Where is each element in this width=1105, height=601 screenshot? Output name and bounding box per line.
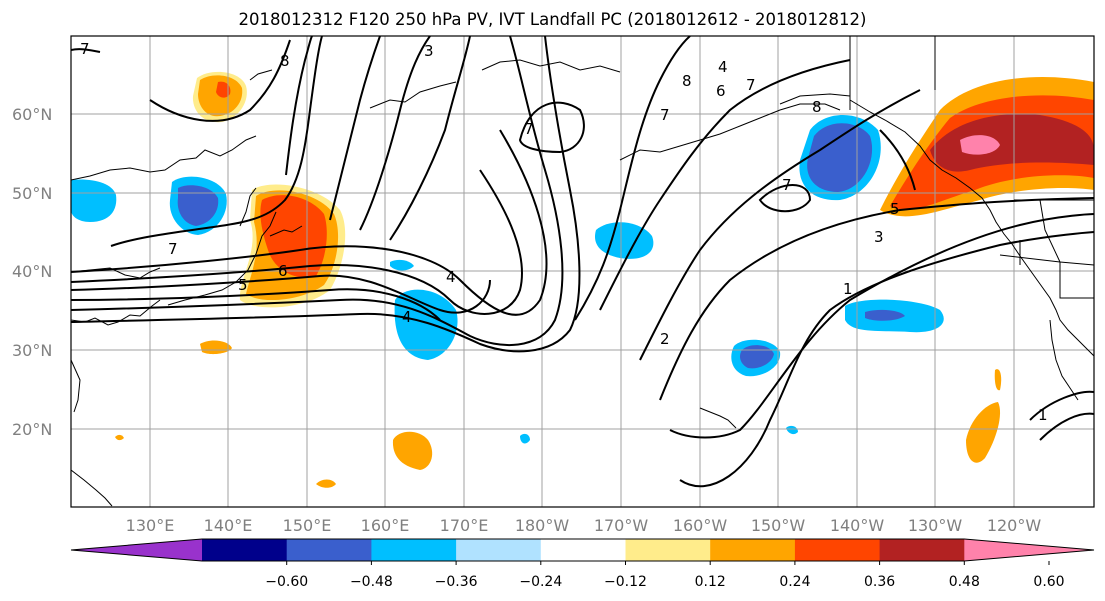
- lon-label: 130°W: [908, 516, 963, 535]
- contour-label: 4: [402, 308, 412, 326]
- lon-label: 130°E: [126, 516, 175, 535]
- lon-label: 180°W: [515, 516, 570, 535]
- contour-label: 5: [890, 200, 900, 218]
- colorbar-tick-label: −0.60: [265, 574, 308, 590]
- colorbar-tick-label: 0.12: [695, 574, 726, 590]
- contour-label: 6: [278, 262, 288, 280]
- contour-label: 6: [716, 82, 726, 100]
- lon-label: 160°E: [361, 516, 410, 535]
- colorbar-segment: [202, 539, 288, 561]
- colorbar: −0.60 −0.48 −0.36 −0.24 −0.12 0.12 0.24 0.36 0.4…: [70, 538, 1095, 590]
- contour-label: 1: [1038, 406, 1048, 424]
- pv-contours: [71, 36, 1094, 488]
- lon-label: 120°W: [987, 516, 1042, 535]
- colorbar-tick-label: −0.12: [604, 574, 647, 590]
- colorbar-tick-label: 0.48: [949, 574, 980, 590]
- colorbar-tick-label: 0.24: [779, 574, 810, 590]
- colorbar-segment: [286, 539, 372, 561]
- colorbar-tick-label: −0.48: [350, 574, 393, 590]
- contour-label: 4: [718, 58, 728, 76]
- contour-label: 3: [874, 228, 884, 246]
- lon-label: 140°W: [830, 516, 885, 535]
- colorbar-segment: [625, 539, 711, 561]
- lon-label: 170°W: [594, 516, 649, 535]
- lon-label: 170°E: [440, 516, 489, 535]
- colorbar-segment: [371, 539, 457, 561]
- lat-label: 30°N: [12, 341, 52, 360]
- contour-label: 8: [280, 52, 290, 70]
- colorbar-tick-label: −0.24: [519, 574, 562, 590]
- lon-label: 140°E: [204, 516, 253, 535]
- contour-label: 7: [524, 120, 534, 138]
- lat-label: 40°N: [12, 262, 52, 281]
- lat-label: 60°N: [12, 105, 52, 124]
- longitude-labels: 130°E 140°E 150°E 160°E 170°E 180°W 170°…: [126, 516, 1042, 535]
- lat-label: 20°N: [12, 420, 52, 439]
- shaded-field: [71, 71, 1094, 488]
- contour-label: 8: [682, 72, 692, 90]
- contour-label: 7: [80, 40, 90, 58]
- map-title: 2018012312 F120 250 hPa PV, IVT Landfall…: [238, 10, 867, 29]
- map-frame: [70, 35, 1095, 508]
- colorbar-extend-low: [71, 539, 202, 561]
- contour-label: 5: [238, 276, 248, 294]
- colorbar-segment: [456, 539, 542, 561]
- contour-label: 4: [446, 268, 456, 286]
- map-panel: 8 3 4 6 7 8 7 7 7 6 5 4 4 2 1 1 3 5 7 8 …: [71, 36, 1094, 507]
- lat-label: 50°N: [12, 184, 52, 203]
- contour-label: 7: [660, 106, 670, 124]
- contour-label: 7: [746, 76, 756, 94]
- lon-label: 150°W: [751, 516, 806, 535]
- contour-label: 7: [782, 176, 792, 194]
- colorbar-tick-label: 0.60: [1033, 574, 1064, 590]
- contour-label: 2: [660, 330, 670, 348]
- colorbar-segment: [879, 539, 965, 561]
- colorbar-segment: [710, 539, 796, 561]
- colorbar-segment: [540, 539, 626, 561]
- colorbar-outline: [70, 538, 1095, 562]
- lon-label: 150°E: [283, 516, 332, 535]
- contour-label: 1: [843, 280, 853, 298]
- contour-labels: 8 3 4 6 7 8 7 7 7 6 5 4 4 2 1 1 3 5 7 8 …: [80, 40, 1048, 424]
- colorbar-segment: [794, 539, 881, 561]
- latitude-labels: 60°N 50°N 40°N 30°N 20°N: [12, 105, 52, 439]
- contour-label: 8: [812, 98, 822, 116]
- colorbar-extend-high: [964, 539, 1094, 561]
- colorbar-tick-label: 0.36: [864, 574, 895, 590]
- lon-label: 160°W: [673, 516, 728, 535]
- contour-label: 7: [168, 240, 178, 258]
- colorbar-tick-label: −0.36: [435, 574, 478, 590]
- contour-label: 3: [424, 42, 434, 60]
